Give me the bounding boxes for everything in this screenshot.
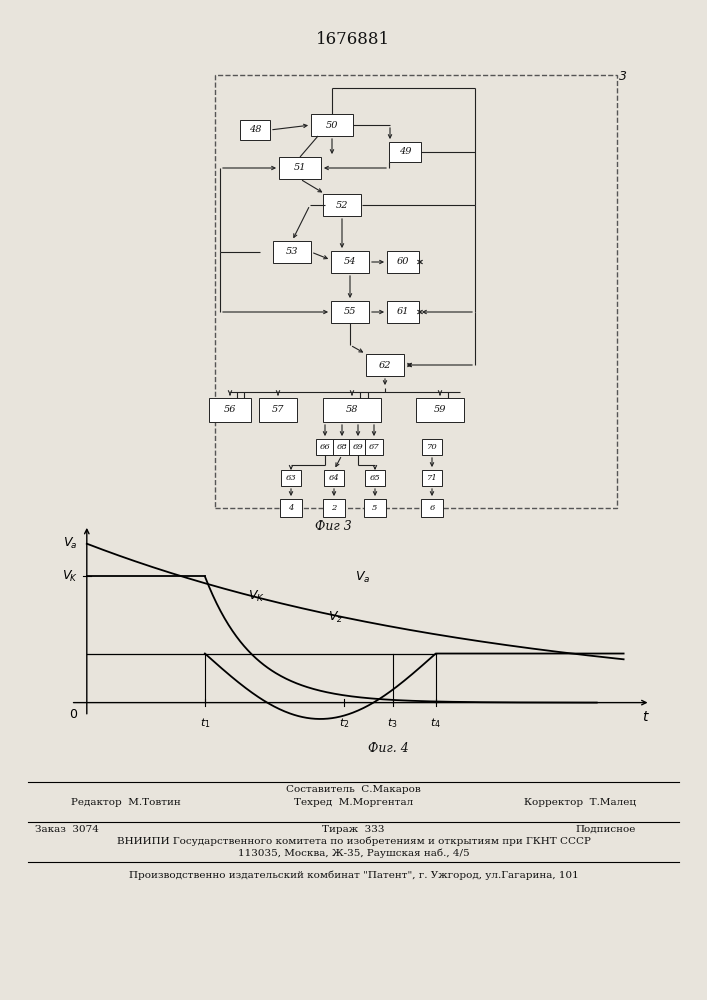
Text: 63: 63 — [286, 474, 296, 482]
Text: 53: 53 — [286, 247, 298, 256]
Text: t: t — [643, 710, 648, 724]
Text: 113035, Москва, Ж-35, Раушская наб., 4/5: 113035, Москва, Ж-35, Раушская наб., 4/5 — [238, 849, 469, 858]
Text: $V_{\!K}$: $V_{\!K}$ — [62, 569, 77, 584]
Text: 1676881: 1676881 — [316, 31, 390, 48]
Text: Фиг 3: Фиг 3 — [315, 520, 351, 533]
Bar — [366, 354, 404, 376]
Text: Техред  М.Моргентал: Техред М.Моргентал — [294, 798, 413, 807]
Bar — [324, 470, 344, 486]
Text: $t_4$: $t_4$ — [431, 717, 441, 730]
Text: 65: 65 — [370, 474, 380, 482]
Text: 61: 61 — [397, 308, 409, 316]
Text: 51: 51 — [293, 163, 306, 172]
Text: 49: 49 — [399, 147, 411, 156]
Text: 57: 57 — [271, 406, 284, 414]
Text: 54: 54 — [344, 257, 356, 266]
Bar — [323, 398, 381, 422]
Bar — [421, 499, 443, 517]
Text: 55: 55 — [344, 308, 356, 316]
Text: 2: 2 — [332, 504, 337, 512]
Text: 59: 59 — [434, 406, 446, 414]
Bar — [416, 398, 464, 422]
Bar — [422, 439, 442, 455]
Bar — [364, 499, 386, 517]
Bar — [281, 470, 301, 486]
Text: 52: 52 — [336, 200, 349, 210]
Bar — [215, 75, 617, 508]
Bar — [365, 470, 385, 486]
Bar — [323, 194, 361, 216]
Bar — [280, 499, 302, 517]
Text: 66: 66 — [320, 443, 330, 451]
Text: 62: 62 — [379, 360, 391, 369]
Text: Корректор  Т.Малец: Корректор Т.Малец — [524, 798, 636, 807]
Text: 58: 58 — [346, 406, 358, 414]
Bar — [389, 142, 421, 162]
Bar — [331, 301, 369, 323]
Bar — [259, 398, 297, 422]
Bar — [387, 251, 419, 273]
Text: 60: 60 — [397, 257, 409, 266]
Text: 70: 70 — [426, 443, 438, 451]
Text: 69: 69 — [353, 443, 363, 451]
Bar — [279, 157, 321, 179]
Text: 4: 4 — [288, 504, 293, 512]
Text: $t_1$: $t_1$ — [199, 717, 210, 730]
Bar — [333, 439, 351, 455]
Text: Тираж  333: Тираж 333 — [322, 825, 385, 834]
Text: $V_K$: $V_K$ — [248, 589, 264, 604]
Bar — [349, 439, 367, 455]
Text: Подписное: Подписное — [576, 825, 636, 834]
Text: 56: 56 — [223, 406, 236, 414]
Text: Заказ  3074: Заказ 3074 — [35, 825, 99, 834]
Bar — [273, 241, 311, 263]
Bar — [311, 114, 353, 136]
Bar — [422, 470, 442, 486]
Text: 71: 71 — [426, 474, 438, 482]
Text: 3: 3 — [619, 70, 627, 83]
Text: $t_2$: $t_2$ — [339, 717, 350, 730]
Text: Фиг. 4: Фиг. 4 — [368, 742, 409, 755]
Bar — [331, 251, 369, 273]
Text: $V_{\!a}$: $V_{\!a}$ — [63, 536, 77, 551]
Text: 48: 48 — [249, 125, 262, 134]
Text: Редактор  М.Товтин: Редактор М.Товтин — [71, 798, 180, 807]
Text: 68: 68 — [337, 443, 347, 451]
Bar — [240, 120, 270, 140]
Bar — [323, 499, 345, 517]
Text: 6: 6 — [429, 504, 435, 512]
Text: 0: 0 — [69, 708, 77, 721]
Bar — [209, 398, 251, 422]
Text: 5: 5 — [373, 504, 378, 512]
Bar — [365, 439, 383, 455]
Text: $V_a$: $V_a$ — [355, 570, 370, 585]
Text: $t_3$: $t_3$ — [387, 717, 398, 730]
Text: 67: 67 — [368, 443, 380, 451]
Text: Составитель  С.Макаров: Составитель С.Макаров — [286, 785, 421, 794]
Bar — [316, 439, 334, 455]
Text: Производственно издательский комбинат "Патент", г. Ужгород, ул.Гагарина, 101: Производственно издательский комбинат "П… — [129, 870, 578, 880]
Text: ВНИИПИ Государственного комитета по изобретениям и открытиям при ГКНТ СССР: ВНИИПИ Государственного комитета по изоб… — [117, 837, 590, 846]
Text: 64: 64 — [329, 474, 339, 482]
Bar — [387, 301, 419, 323]
Text: $V_z$: $V_z$ — [328, 610, 344, 625]
Text: 50: 50 — [326, 120, 338, 129]
